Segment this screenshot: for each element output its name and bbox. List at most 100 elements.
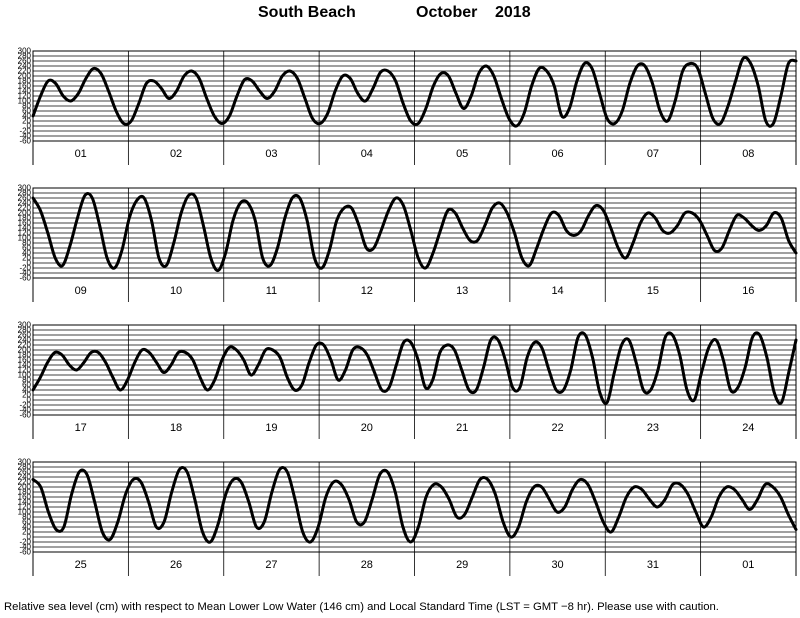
y-tick-label: 280 [18,189,32,198]
y-tick-label: 260 [18,194,32,203]
tide-curve [31,466,798,544]
day-label: 25 [75,559,87,571]
y-tick-label: -40 [19,543,31,552]
y-tick-label: -20 [19,538,31,547]
day-label: 17 [75,422,87,434]
y-tick-label: -60 [19,411,31,420]
day-label: 09 [75,285,87,297]
chart-footnote: Relative sea level (cm) with respect to … [4,601,719,613]
day-label: 01 [75,148,87,160]
day-label: 11 [266,285,277,297]
y-tick-label: 0 [27,259,32,268]
day-label: 04 [361,148,373,160]
y-tick-label: 220 [18,478,32,487]
y-tick-label: 0 [27,122,32,131]
y-tick-label: -20 [19,401,31,410]
y-tick-label: 40 [22,112,31,121]
day-label: 21 [456,422,468,434]
y-tick-label: 180 [18,214,32,223]
day-label: 24 [742,422,754,434]
day-label: 06 [551,148,563,160]
y-tick-label: 160 [18,493,32,502]
day-label: 23 [647,422,659,434]
day-label: 12 [361,285,373,297]
day-label: 08 [742,148,754,160]
y-tick-label: 180 [18,77,32,86]
y-tick-label: 200 [18,483,32,492]
tide-chart: 3002802602402202001801601401201008060402… [18,47,798,576]
y-tick-label: 40 [22,523,31,532]
day-label: 14 [551,285,563,297]
y-tick-label: 60 [22,107,31,116]
day-label: 30 [551,559,563,571]
y-tick-label: 80 [22,239,31,248]
y-tick-label: 240 [18,62,32,71]
station-title: South Beach [258,4,356,21]
y-tick-label: 180 [18,351,32,360]
y-tick-label: 240 [18,473,32,482]
y-tick-label: -60 [19,274,31,283]
y-tick-label: -40 [19,406,31,415]
day-label: 01 [742,559,754,571]
day-label: 26 [170,559,182,571]
y-tick-label: 220 [18,341,32,350]
day-label: 18 [170,422,182,434]
day-label: 15 [647,285,659,297]
y-tick-label: 80 [22,376,31,385]
day-label: 07 [647,148,659,160]
y-tick-label: 300 [18,47,32,56]
y-tick-label: 120 [18,92,32,101]
tide-curve [31,55,798,128]
day-label: 05 [456,148,468,160]
y-tick-label: 80 [22,102,31,111]
y-tick-label: 140 [18,498,32,507]
day-label: 16 [742,285,754,297]
y-tick-label: 220 [18,67,32,76]
y-tick-label: 140 [18,87,32,96]
y-tick-label: 300 [18,458,32,467]
y-tick-label: 40 [22,386,31,395]
y-tick-label: 60 [22,381,31,390]
tide-curve [31,192,798,273]
year-title: 2018 [495,4,531,21]
y-tick-label: 280 [18,326,32,335]
y-tick-label: -40 [19,269,31,278]
day-label: 13 [456,285,468,297]
y-tick-label: 120 [18,366,32,375]
y-tick-label: 0 [27,396,32,405]
y-tick-label: 160 [18,82,32,91]
y-tick-label: -60 [19,137,31,146]
day-label: 27 [265,559,277,571]
tide-curve [31,331,798,405]
y-tick-label: 260 [18,57,32,66]
y-tick-label: 0 [27,533,32,542]
y-tick-label: 160 [18,356,32,365]
y-tick-label: 20 [22,528,31,537]
day-label: 03 [265,148,277,160]
y-tick-label: 40 [22,249,31,258]
y-tick-label: 240 [18,199,32,208]
y-tick-label: 200 [18,346,32,355]
y-tick-label: 20 [22,254,31,263]
y-tick-label: 140 [18,224,32,233]
y-tick-label: 300 [18,321,32,330]
y-tick-label: 100 [18,234,32,243]
day-label: 02 [170,148,182,160]
day-label: 31 [647,559,659,571]
y-tick-label: 140 [18,361,32,370]
y-tick-label: 260 [18,331,32,340]
y-tick-label: 300 [18,184,32,193]
y-tick-label: 100 [18,371,32,380]
y-tick-label: -60 [19,548,31,557]
month-title: October [416,4,478,21]
day-label: 29 [456,559,468,571]
y-tick-label: 20 [22,391,31,400]
y-tick-label: 260 [18,468,32,477]
y-tick-label: 100 [18,97,32,106]
y-tick-label: 280 [18,463,32,472]
y-tick-label: -40 [19,132,31,141]
y-tick-label: 200 [18,209,32,218]
y-tick-label: 20 [22,117,31,126]
y-tick-label: 100 [18,508,32,517]
